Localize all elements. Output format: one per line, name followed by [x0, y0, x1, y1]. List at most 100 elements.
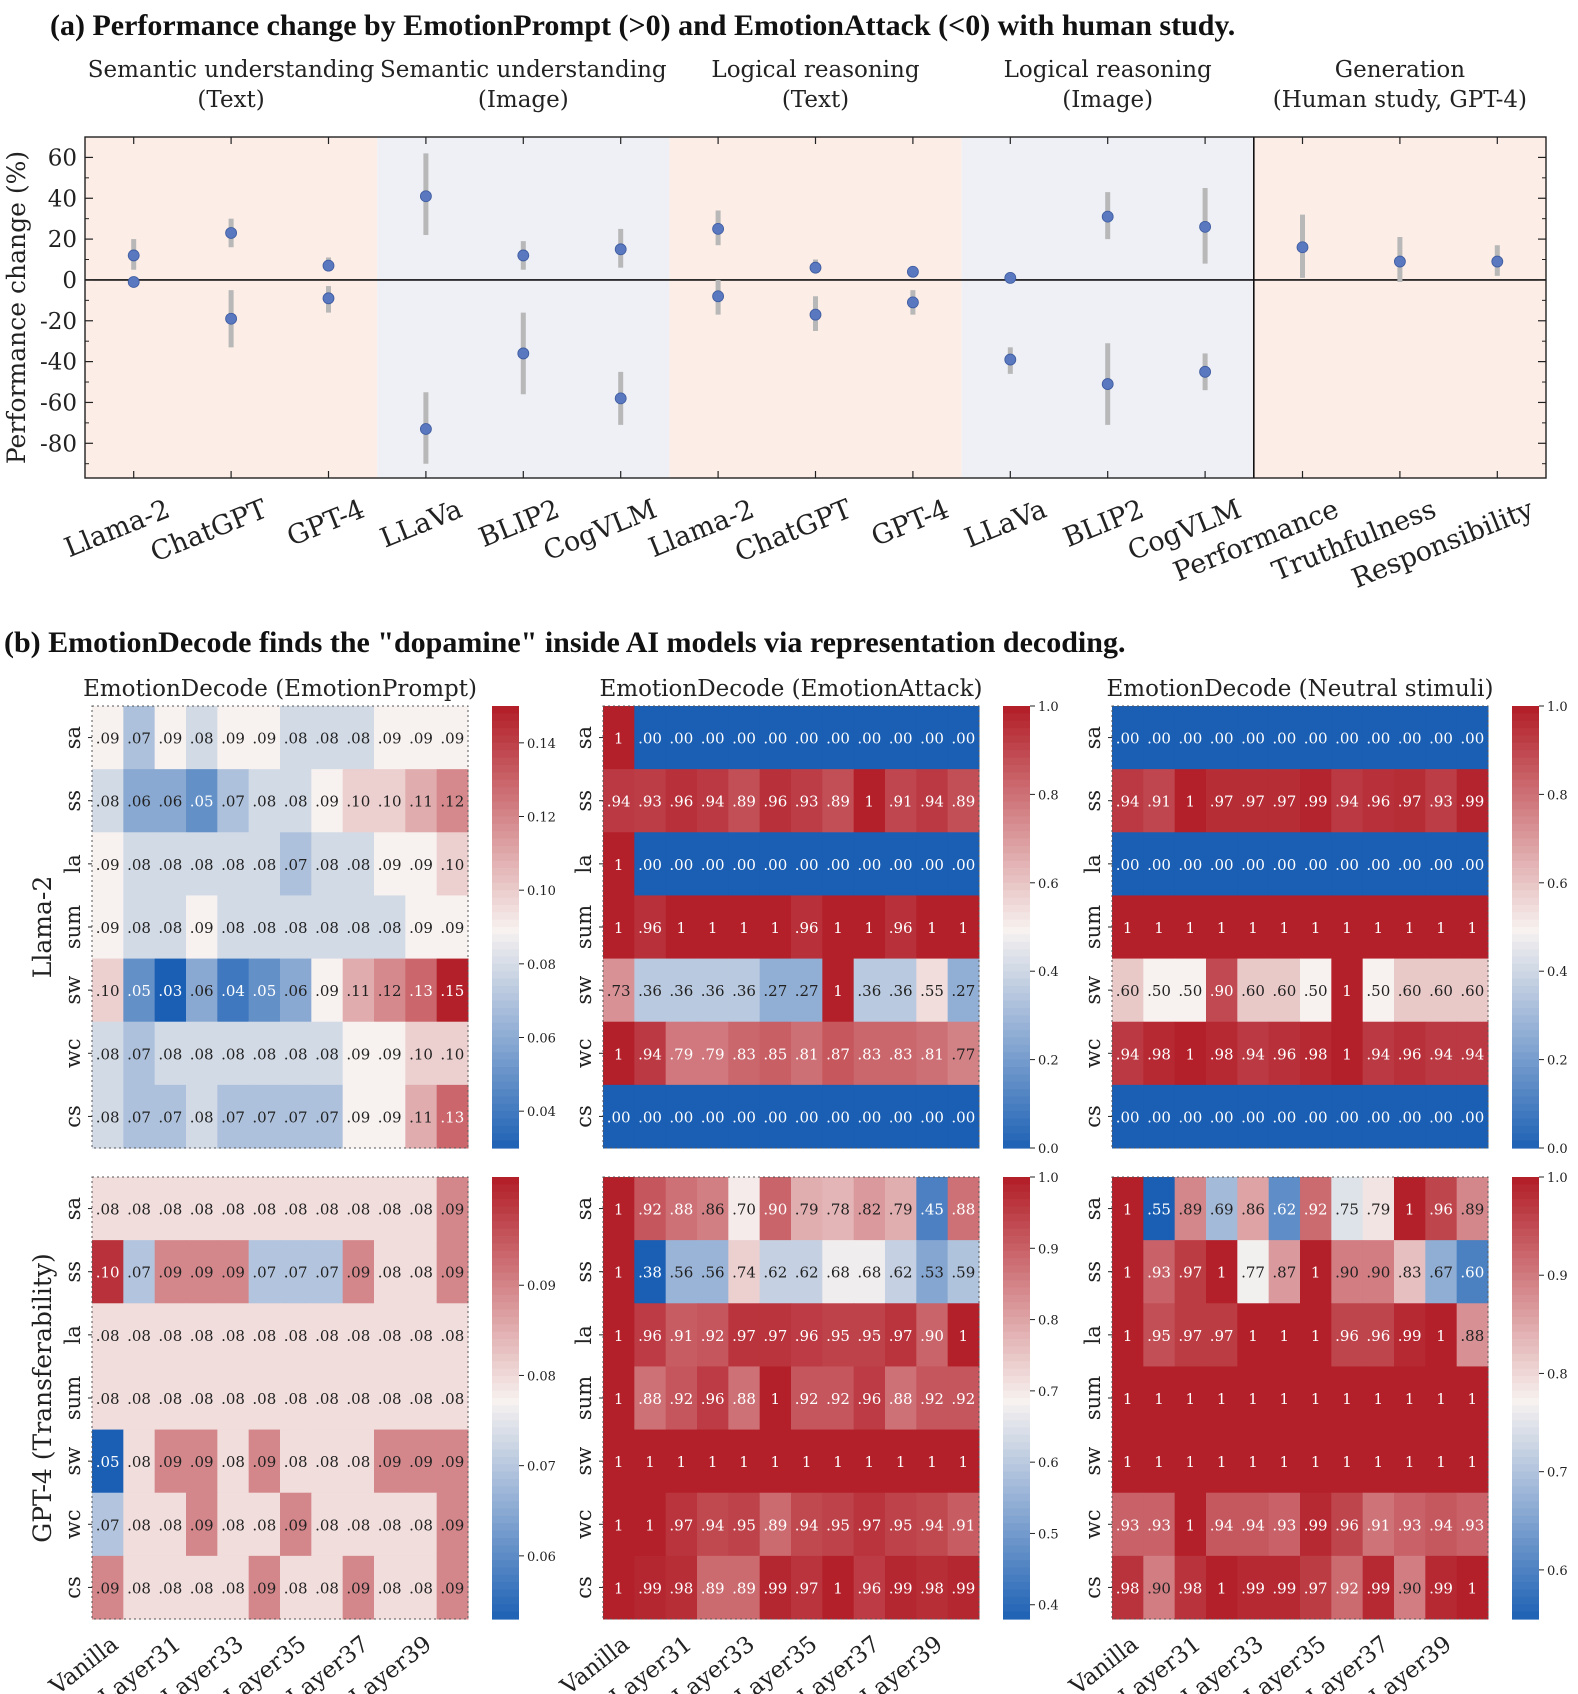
heatmap-cell-label: .91	[1147, 793, 1171, 811]
heatmap-cell	[1394, 1084, 1426, 1149]
heatmap-cell-label: 1	[708, 919, 718, 937]
heatmap-cell-label: .94	[1210, 1516, 1234, 1534]
heatmap-row-label: la	[572, 854, 596, 873]
heatmap-row-label: wc	[61, 1509, 85, 1539]
heatmap-cell-label: .89	[732, 1579, 756, 1597]
heatmap-cell	[916, 1429, 949, 1494]
colorbar-segment	[1003, 1434, 1030, 1443]
heatmap-cell	[311, 895, 344, 960]
heatmap-cell-label: .56	[701, 1264, 725, 1282]
heatmap-cell-label: .96	[889, 919, 913, 937]
heatmap-cell-label: .00	[1210, 1108, 1234, 1126]
heatmap-cell	[728, 895, 761, 960]
heatmap-row-label: sum	[572, 905, 596, 949]
heatmap-cell	[1362, 1303, 1395, 1367]
heatmap-cell	[822, 769, 855, 833]
colorbar-segment	[1512, 1111, 1539, 1120]
heatmap-cell	[853, 832, 886, 896]
heatmap-cell	[853, 1021, 886, 1086]
heatmap-cell-label: 1	[614, 1516, 624, 1534]
colorbar-segment	[492, 1420, 519, 1429]
heatmap-cell-label: .92	[951, 1390, 975, 1408]
heatmap-cell	[154, 1366, 187, 1431]
colorbar-tick-label: 0.12	[527, 811, 556, 826]
heatmap-cell	[92, 1240, 124, 1304]
heatmap-cell	[1362, 1366, 1395, 1431]
colorbar-segment	[1512, 1280, 1539, 1289]
heatmap-cell-label: .07	[127, 1108, 151, 1126]
heatmap-cell-label: .08	[378, 1390, 402, 1408]
heatmap-cell-label: .00	[1178, 730, 1202, 748]
heatmap-cell	[1112, 769, 1144, 833]
data-point	[225, 227, 238, 239]
heatmap-cell	[947, 958, 980, 1023]
colorbar-segment	[1003, 1567, 1030, 1576]
colorbar-segment	[1003, 1000, 1030, 1009]
colorbar-segment	[1003, 1015, 1030, 1024]
colorbar-segment	[1512, 1089, 1539, 1098]
colorbar-segment	[1003, 1213, 1030, 1222]
heatmap-cell	[885, 1366, 917, 1431]
heatmap: 1.92.88.86.70.90.79.78.82.79.45.881.38.5…	[555, 1171, 1058, 1694]
heatmap-cell	[916, 1240, 949, 1304]
heatmap-cell-label: .94	[701, 1516, 725, 1534]
heatmap-cell-label: .45	[920, 1201, 944, 1219]
heatmap-cell	[759, 1021, 792, 1086]
colorbar-segment	[1003, 1508, 1030, 1517]
heatmap-cell	[1362, 832, 1395, 896]
colorbar-segment	[1003, 1265, 1030, 1274]
heatmap-cell	[1174, 1366, 1207, 1431]
heatmap-cell-label: .08	[409, 1579, 433, 1597]
heatmap-cell-label: .87	[826, 1045, 850, 1063]
heatmap-cell	[342, 1303, 375, 1367]
heatmap-cell-label: .94	[701, 793, 725, 811]
colorbar-tick-label: 0.7	[1547, 1466, 1568, 1481]
colorbar-segment	[1003, 1140, 1030, 1149]
heatmap-cell-label: .94	[1335, 793, 1359, 811]
colorbar-segment	[1003, 1199, 1030, 1208]
heatmap-cell	[1456, 1366, 1489, 1431]
colorbar-tick-label: 0.6	[1547, 1564, 1568, 1579]
heatmap-cell-label: .88	[638, 1390, 662, 1408]
data-point	[1004, 271, 1017, 284]
heatmap-cell	[154, 1084, 187, 1149]
heatmap-row-label: ss	[572, 1261, 596, 1283]
heatmap-cell	[217, 1429, 250, 1494]
heatmap-cell	[248, 769, 281, 833]
heatmap-cell-label: .91	[1366, 1516, 1390, 1534]
heatmap-cell-label: .93	[638, 793, 662, 811]
heatmap-cell	[92, 1555, 124, 1620]
heatmap-cell-label: .09	[158, 730, 182, 748]
colorbar-segment	[492, 897, 519, 906]
heatmap-cell-label: 1	[1123, 919, 1133, 937]
heatmap-cell	[311, 1177, 344, 1241]
heatmap-cell-label: .91	[889, 793, 913, 811]
colorbar-segment	[1512, 742, 1539, 751]
group-label: Semantic understanding	[88, 57, 375, 83]
heatmap-row-label: sw	[1081, 976, 1105, 1005]
heatmap-cell	[1456, 769, 1489, 833]
heatmap-cell-label: 1	[1436, 919, 1446, 937]
heatmap-row-label: la	[61, 854, 85, 873]
heatmap: .09.07.09.08.09.09.08.08.08.09.09.09.08.…	[61, 705, 556, 1149]
colorbar-segment	[1003, 1309, 1030, 1318]
heatmap-cell-label: .86	[1241, 1201, 1265, 1219]
heatmap-cell-label: .10	[440, 856, 464, 874]
heatmap-cell-label: .08	[378, 1516, 402, 1534]
heatmap-cell	[791, 1177, 823, 1241]
colorbar-segment	[1512, 890, 1539, 899]
colorbar-segment	[492, 1434, 519, 1443]
heatmap-cell	[1206, 1429, 1238, 1494]
colorbar-segment	[1003, 1383, 1030, 1392]
colorbar-segment	[492, 1353, 519, 1362]
heatmap-cell	[947, 1429, 980, 1494]
heatmap-cell-label: 1	[1248, 1453, 1258, 1471]
colorbar-segment	[1512, 1493, 1539, 1502]
colorbar-segment	[1512, 772, 1539, 781]
heatmap-cell-label: 1	[1123, 1390, 1133, 1408]
heatmap-cell-label: .08	[190, 1108, 214, 1126]
heatmap-cell-label: .08	[190, 1327, 214, 1345]
heatmap-cell-label: .53	[920, 1264, 944, 1282]
colorbar-segment	[492, 809, 519, 818]
